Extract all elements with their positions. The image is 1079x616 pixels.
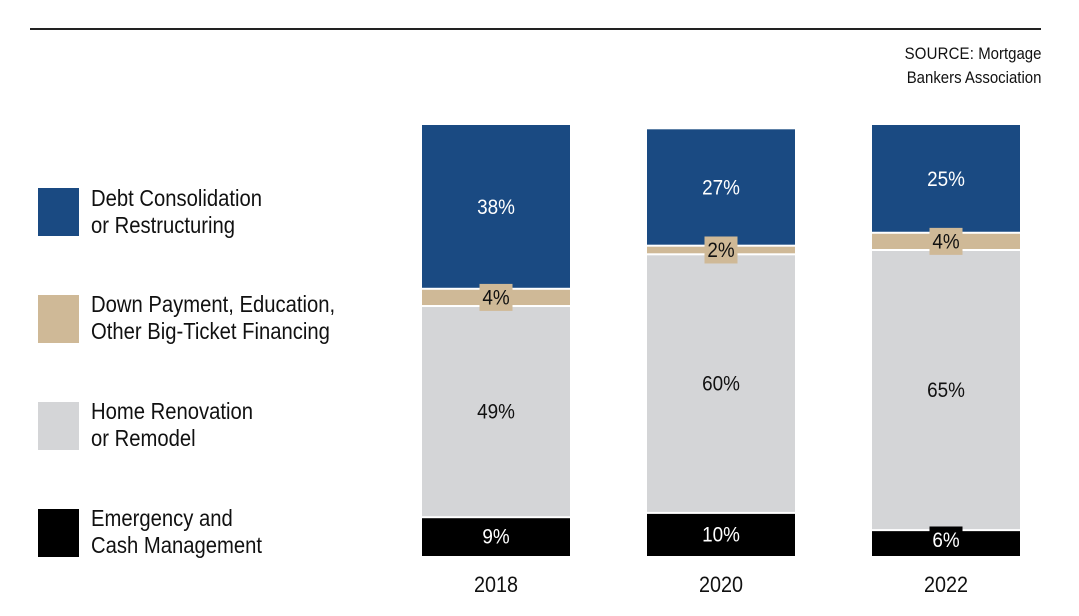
legend-label-emergency-line1: Emergency and — [91, 505, 233, 531]
bar-segment-2018-debt-consolidation-or-restructuring — [422, 125, 570, 289]
data-label-2022-home-renovation-or-remodel: 65% — [927, 379, 965, 402]
data-label-2018-down-payment-education-other-big-ticket-financing: 4% — [482, 287, 510, 310]
data-label-box-2018-down-payment-education-other-big-ticket-financing — [479, 283, 513, 311]
legend-label-down-line2: Other Big-Ticket Financing — [91, 318, 330, 344]
bar-segment-2020-emergency-and-cash-management — [647, 512, 795, 556]
legend-label-debt-line2: or Restructuring — [91, 212, 235, 238]
data-label-2020-home-renovation-or-remodel: 60% — [702, 373, 740, 396]
legend-swatch-emergency — [38, 509, 79, 557]
data-label-2022-debt-consolidation-or-restructuring: 25% — [927, 168, 965, 191]
top-rule — [30, 28, 1041, 30]
bar-segment-2022-debt-consolidation-or-restructuring — [872, 125, 1020, 233]
legend-label-debt-line1: Debt Consolidation — [91, 185, 263, 211]
legend-label-home-line1: Home Renovation — [91, 398, 254, 424]
data-label-2020-emergency-and-cash-management: 10% — [702, 524, 740, 547]
source-line1: Mortgage — [977, 44, 1041, 63]
legend-label-down-line1: Down Payment, Education, — [91, 291, 336, 317]
x-tick-label-2018: 2018 — [474, 573, 518, 597]
data-label-box-2022-emergency-and-cash-management — [929, 526, 963, 554]
data-label-box-2022-down-payment-education-other-big-ticket-financing — [929, 227, 963, 255]
bar-separator — [647, 511, 795, 514]
legend-swatch-debt-consolidation — [38, 188, 79, 236]
legend-swatch-down-payment — [38, 295, 79, 343]
legend-swatch-home-renovation — [38, 402, 79, 450]
bar-segment-2020-debt-consolidation-or-restructuring — [647, 129, 795, 246]
bar-segment-2018-emergency-and-cash-management — [422, 517, 570, 556]
legend: Debt Consolidation or Restructuring Down… — [38, 0, 398, 616]
x-tick-label-2020: 2020 — [699, 573, 743, 597]
source-line2: Bankers Association — [906, 68, 1041, 87]
bar-segment-2018-home-renovation-or-remodel — [422, 306, 570, 518]
bar-segment-2022-home-renovation-or-remodel — [872, 249, 1020, 531]
data-label-2022-emergency-and-cash-management: 6% — [932, 529, 960, 552]
data-label-2022-down-payment-education-other-big-ticket-financing: 4% — [932, 231, 960, 254]
bar-separator — [422, 516, 570, 519]
source-note: SOURCE: Mortgage Bankers Association — [904, 42, 1041, 90]
legend-label-emergency-line2: Cash Management — [91, 532, 263, 558]
legend-label-home-line2: or Remodel — [91, 425, 196, 451]
x-tick-label-2022: 2022 — [924, 573, 968, 597]
data-label-2018-home-renovation-or-remodel: 49% — [477, 401, 515, 424]
data-label-2020-debt-consolidation-or-restructuring: 27% — [702, 177, 740, 200]
data-label-box-2020-down-payment-education-other-big-ticket-financing — [704, 236, 738, 264]
source-prefix: SOURCE: — [904, 44, 974, 63]
data-label-2018-emergency-and-cash-management: 9% — [482, 526, 510, 549]
bar-segment-2020-home-renovation-or-remodel — [647, 254, 795, 513]
data-label-2018-debt-consolidation-or-restructuring: 38% — [477, 196, 515, 219]
data-label-2020-down-payment-education-other-big-ticket-financing: 2% — [707, 239, 735, 262]
